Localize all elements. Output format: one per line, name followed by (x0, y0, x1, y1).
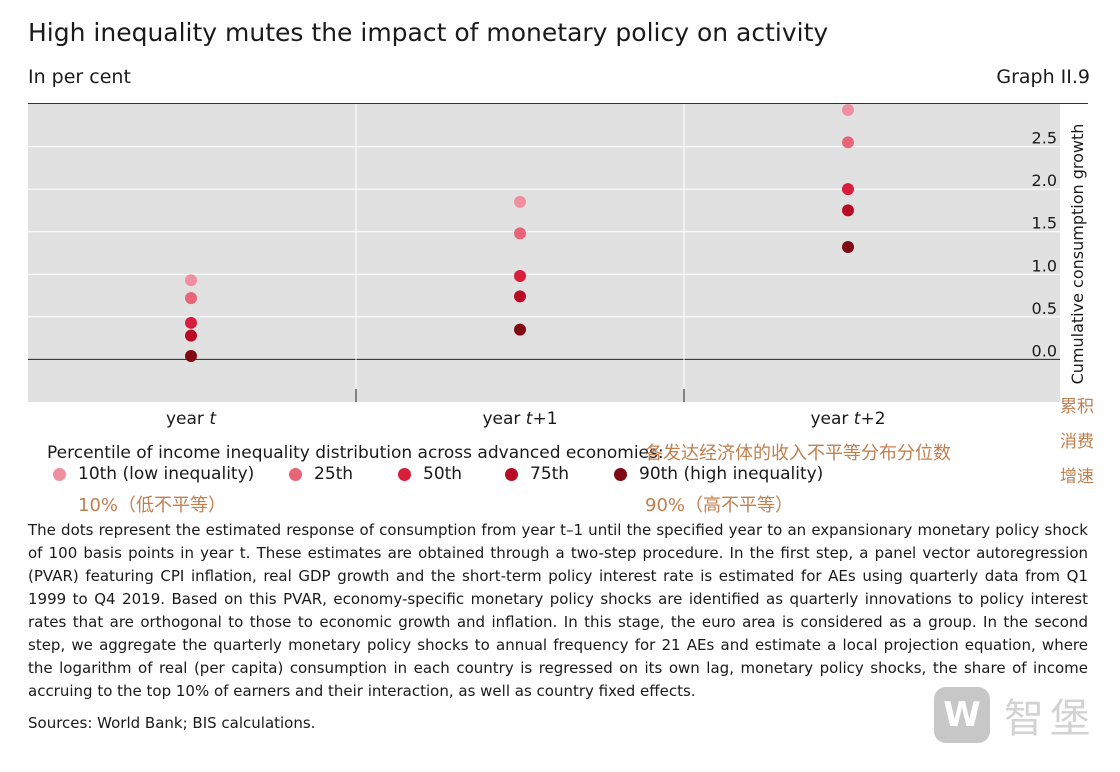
data-point (842, 136, 854, 149)
legend-dot (505, 467, 518, 481)
x-category-label: year t+1 (482, 409, 557, 429)
data-point (185, 316, 197, 329)
data-point (514, 323, 526, 336)
legend-dot (53, 467, 66, 481)
y-tick-label: 0.5 (1032, 299, 1057, 318)
data-point (514, 227, 526, 240)
footnote: The dots represent the estimated respons… (28, 521, 1088, 700)
legend-label: 25th (314, 464, 354, 484)
watermark: W 智堡 (934, 686, 1096, 744)
x-category-labels: year t year t+1 year t+2 (166, 409, 886, 429)
y-axis-label: Cumulative consumption growth (1068, 124, 1087, 385)
legend-label: 50th (423, 464, 463, 484)
data-point (842, 241, 854, 254)
data-point (185, 350, 197, 363)
cn-ylabel-line: 增速 (1060, 467, 1094, 487)
y-tick-label: 1.5 (1032, 214, 1057, 233)
scatter-chart: 0.0 0.5 1.0 1.5 2.0 2.5 year t year t+1 year t+… (28, 103, 1087, 429)
legend-label: 75th (530, 464, 570, 484)
y-tick-label: 0.0 (1032, 341, 1057, 360)
legend-label: 90th (high inequality) (639, 464, 824, 484)
legend-title: Percentile of income inequality distribu… (47, 443, 664, 463)
sources: Sources: World Bank; BIS calculations. (28, 714, 316, 732)
legend-dot (289, 467, 302, 481)
y-tick-label: 1.0 (1032, 256, 1057, 275)
watermark-text: 智堡 (1004, 696, 1096, 742)
data-point (185, 274, 197, 287)
data-point (842, 183, 854, 196)
data-point (185, 292, 197, 305)
legend-item-75th: 75th (505, 464, 569, 484)
legend-item-90th: 90th (high inequality) (614, 464, 823, 484)
legend-title-cn: 各发达经济体的收入不平等分布分位数 (645, 443, 951, 464)
legend-dot (398, 467, 411, 481)
x-category-label: year t (166, 409, 217, 429)
data-point (842, 204, 854, 217)
x-category-label: year t+2 (810, 409, 885, 429)
watermark-logo-icon: W (934, 687, 990, 743)
data-point (514, 195, 526, 208)
data-point (185, 329, 197, 342)
high-inequality-cn: 90%（高不平等） (645, 495, 794, 516)
chart-title: High inequality mutes the impact of mone… (28, 18, 829, 47)
data-point (842, 103, 854, 116)
legend-dot (614, 467, 627, 481)
low-inequality-cn: 10%（低不平等） (78, 495, 227, 516)
top-rule (28, 103, 1088, 104)
legend-label: 10th (low inequality) (78, 464, 255, 484)
cn-ylabel-line: 消费 (1060, 432, 1094, 452)
y-tick-label: 2.0 (1032, 171, 1057, 190)
y-axis-label-cn: 累积 消费 增速 (1060, 390, 1094, 495)
unit-label: In per cent (28, 66, 131, 88)
legend: 10th (low inequality) 25th 50th 75th 90t… (0, 464, 1120, 488)
y-tick-label: 2.5 (1032, 129, 1057, 148)
legend-item-50th: 50th (398, 464, 462, 484)
data-point (514, 269, 526, 282)
legend-item-25th: 25th (289, 464, 353, 484)
data-points (185, 103, 854, 363)
legend-item-10th: 10th (low inequality) (53, 464, 254, 484)
grid-lines (28, 146, 1060, 360)
plot-background (28, 104, 1060, 402)
data-point (514, 290, 526, 303)
graph-id: Graph II.9 (996, 66, 1090, 88)
cn-ylabel-line: 累积 (1060, 397, 1094, 417)
category-separators (355, 104, 685, 402)
y-tick-labels: 0.0 0.5 1.0 1.5 2.0 2.5 (1032, 129, 1057, 361)
